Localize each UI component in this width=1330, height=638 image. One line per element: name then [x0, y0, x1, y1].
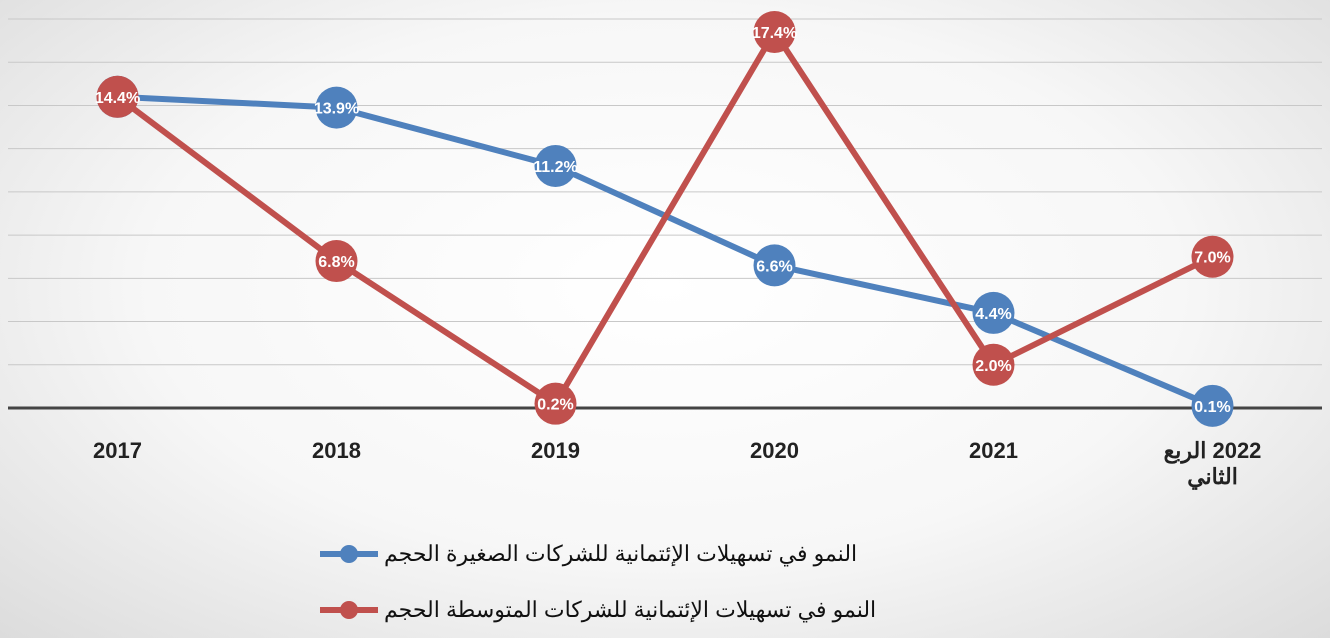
- data-label: 4.4%: [975, 306, 1011, 323]
- series-line: [117, 93, 1214, 409]
- x-tick-label: 2022 الربع الثاني: [1163, 438, 1262, 489]
- legend-marker: [320, 545, 378, 563]
- marker: [315, 240, 358, 283]
- data-label: 0.2%: [537, 397, 573, 414]
- marker: [1191, 235, 1234, 278]
- legend-dot: [340, 545, 358, 563]
- data-label: 7.0%: [1194, 250, 1230, 267]
- legend-label: النمو في تسهيلات الإئتمانية للشركات الصغ…: [384, 541, 858, 566]
- data-label: 14.4%: [95, 90, 140, 107]
- x-tick-label: 2018: [312, 438, 361, 463]
- data-label: 6.8%: [318, 254, 354, 271]
- legend-entry: النمو في تسهيلات الإئتمانية للشركات الصغ…: [318, 536, 857, 572]
- plot: 14.4%13.9%11.2%6.6%4.4%0.1%14.4%6.8%0.2%…: [8, 10, 1322, 427]
- marker: [972, 291, 1015, 334]
- x-tick-label: 2017: [93, 438, 142, 463]
- x-tick-label: 2019: [531, 438, 580, 463]
- legend-entry: النمو في تسهيلات الإئتمانية للشركات المت…: [318, 592, 876, 628]
- x-tick-label: 2020: [750, 438, 799, 463]
- data-label: 17.4%: [752, 25, 797, 42]
- legend-marker: [320, 601, 378, 619]
- marker: [753, 244, 796, 287]
- data-label: 2.0%: [975, 358, 1011, 375]
- data-label: 6.6%: [756, 258, 792, 275]
- marker: [753, 10, 796, 53]
- marker: [972, 343, 1015, 386]
- legend-label: النمو في تسهيلات الإئتمانية للشركات المت…: [384, 597, 877, 622]
- marker: [96, 75, 139, 118]
- marker: [315, 86, 358, 129]
- marker: [534, 144, 577, 187]
- x-tick-label: 2021: [969, 438, 1018, 463]
- series-line: [115, 26, 1214, 408]
- data-label: 13.9%: [314, 101, 359, 118]
- data-label: 0.1%: [1194, 399, 1230, 416]
- data-label: 11.2%: [533, 159, 577, 176]
- marker: [1191, 384, 1234, 427]
- marker: [534, 382, 577, 425]
- legend-dot: [340, 601, 358, 619]
